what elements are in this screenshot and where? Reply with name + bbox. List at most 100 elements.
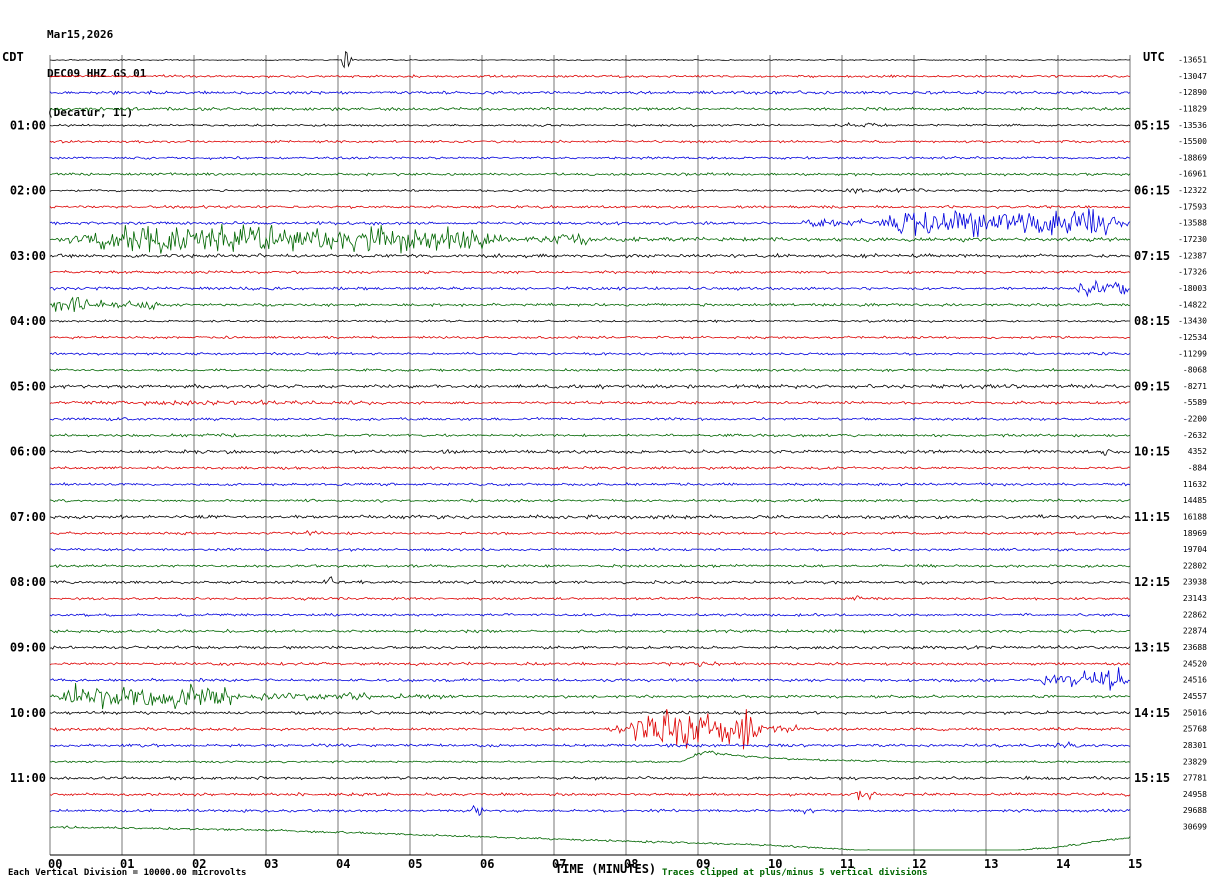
- left-time-label: 11:00: [10, 771, 46, 785]
- left-time-label: 04:00: [10, 314, 46, 328]
- trace-offset-value: -13651: [1178, 56, 1207, 65]
- x-tick-label: 12: [912, 857, 926, 871]
- trace-offset-value: 14485: [1183, 496, 1207, 505]
- trace-offset-value: 24516: [1183, 676, 1207, 685]
- seismo-trace-row-11: [49, 223, 1131, 254]
- seismo-trace-row-19: [49, 367, 1131, 373]
- seismo-trace-row-33: [49, 595, 1131, 601]
- header-station-id: DEC09 HHZ GS 01: [47, 67, 147, 80]
- seismo-trace-row-45: [49, 790, 1131, 801]
- seismo-trace-row-23: [49, 432, 1131, 438]
- seismo-trace-row-46: [49, 804, 1131, 817]
- seismo-trace-row-0: [49, 50, 1131, 69]
- seismo-trace-row-4: [49, 122, 1131, 128]
- trace-offset-value: 19704: [1183, 545, 1207, 554]
- x-tick-label: 00: [48, 857, 62, 871]
- trace-offset-value: 27781: [1183, 774, 1207, 783]
- left-time-label: 06:00: [10, 445, 46, 459]
- trace-offset-value: -11829: [1178, 105, 1207, 114]
- x-tick-label: 07: [552, 857, 566, 871]
- right-time-label: 09:15: [1134, 379, 1170, 393]
- trace-offset-value: -13536: [1178, 121, 1207, 130]
- x-tick-label: 05: [408, 857, 422, 871]
- x-tick-label: 02: [192, 857, 206, 871]
- seismo-trace-row-21: [49, 399, 1131, 407]
- seismo-trace-row-39: [49, 682, 1131, 710]
- trace-offset-value: -17230: [1178, 235, 1207, 244]
- left-time-label: 07:00: [10, 510, 46, 524]
- trace-offset-value: -5589: [1183, 398, 1207, 407]
- seismo-trace-row-30: [49, 547, 1131, 552]
- trace-offset-value: -8068: [1183, 366, 1207, 375]
- seismo-trace-row-37: [49, 660, 1131, 668]
- right-time-label: 05:15: [1134, 118, 1170, 132]
- right-time-label: 14:15: [1134, 706, 1170, 720]
- seismo-trace-row-5: [49, 139, 1131, 144]
- trace-offset-value: 28301: [1183, 741, 1207, 750]
- x-tick-label: 13: [984, 857, 998, 871]
- trace-offset-value: -17593: [1178, 202, 1207, 211]
- trace-offset-value: -12534: [1178, 333, 1207, 342]
- trace-offset-value: 24958: [1183, 790, 1207, 799]
- trace-offset-value: -12387: [1178, 251, 1207, 260]
- left-time-label: 10:00: [10, 706, 46, 720]
- trace-offset-value: 24557: [1183, 692, 1207, 701]
- seismo-trace-row-31: [49, 563, 1131, 569]
- trace-offset-value: 25016: [1183, 708, 1207, 717]
- seismo-trace-row-42: [49, 741, 1131, 749]
- trace-offset-value: 23829: [1183, 757, 1207, 766]
- seismo-trace-row-12: [49, 252, 1131, 259]
- x-tick-label: 01: [120, 857, 134, 871]
- left-time-label: 09:00: [10, 641, 46, 655]
- x-tick-label: 11: [840, 857, 854, 871]
- trace-offset-value: -2632: [1183, 431, 1207, 440]
- seismo-trace-row-24: [49, 448, 1131, 456]
- seismo-trace-row-44: [49, 775, 1131, 781]
- trace-offset-value: 4352: [1188, 447, 1207, 456]
- right-time-label: 15:15: [1134, 771, 1170, 785]
- seismo-trace-row-8: [49, 187, 1131, 195]
- x-tick-label: 04: [336, 857, 350, 871]
- seismo-trace-row-16: [49, 319, 1130, 324]
- trace-offset-value: -884: [1188, 464, 1207, 473]
- seismo-trace-row-32: [49, 576, 1131, 585]
- seismo-trace-row-17: [49, 335, 1131, 340]
- seismo-trace-row-41: [49, 709, 1131, 750]
- trace-offset-value: -2200: [1183, 415, 1207, 424]
- trace-offset-value: -18869: [1178, 153, 1207, 162]
- seismo-trace-row-18: [49, 351, 1131, 356]
- seismo-trace-row-2: [49, 89, 1131, 96]
- right-time-label: 12:15: [1134, 575, 1170, 589]
- seismo-trace-row-28: [49, 513, 1131, 520]
- right-time-label: 06:15: [1134, 184, 1170, 198]
- seismo-trace-row-43: [49, 750, 1131, 764]
- left-time-label: 02:00: [10, 184, 46, 198]
- x-tick-label: 08: [624, 857, 638, 871]
- seismo-trace-row-1: [49, 74, 1131, 79]
- seismo-trace-row-35: [49, 628, 1131, 634]
- trace-offset-value: -14822: [1178, 300, 1207, 309]
- x-tick-label: 10: [768, 857, 782, 871]
- trace-offset-value: 22802: [1183, 561, 1207, 570]
- trace-offset-value: 23143: [1183, 594, 1207, 603]
- trace-offset-value: -12322: [1178, 186, 1207, 195]
- seismo-trace-row-36: [49, 644, 1131, 651]
- left-time-label: 01:00: [10, 118, 46, 132]
- left-time-label: 08:00: [10, 575, 46, 589]
- trace-offset-value: 11632: [1183, 480, 1207, 489]
- trace-offset-value: 16188: [1183, 513, 1207, 522]
- left-time-label: 03:00: [10, 249, 46, 263]
- right-time-label: 07:15: [1134, 249, 1170, 263]
- seismo-trace-row-15: [49, 296, 1131, 312]
- x-tick-label: 09: [696, 857, 710, 871]
- trace-offset-value: 24520: [1183, 659, 1207, 668]
- seismo-trace-row-26: [49, 481, 1131, 487]
- seismo-trace-row-20: [49, 383, 1131, 390]
- trace-offset-value: -18003: [1178, 284, 1207, 293]
- right-time-label: 08:15: [1134, 314, 1170, 328]
- header-date: Mar15,2026: [47, 28, 114, 41]
- trace-offset-value: -11299: [1178, 349, 1207, 358]
- seismo-trace-row-47: [49, 825, 1131, 851]
- seismo-trace-row-13: [49, 269, 1131, 275]
